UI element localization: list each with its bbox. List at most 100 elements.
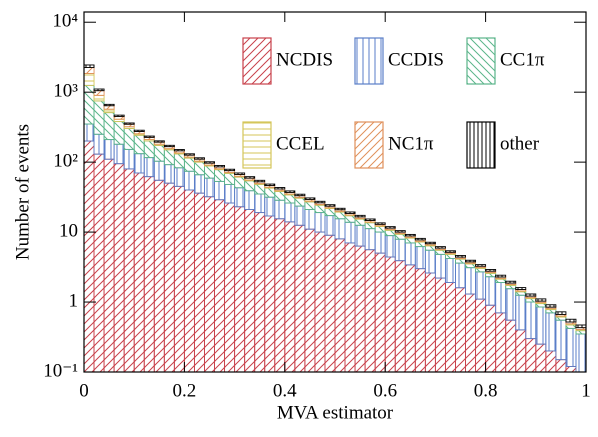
plot-area xyxy=(84,64,586,372)
hist-bar xyxy=(314,200,326,204)
hist-bar xyxy=(384,229,396,237)
x-tick-label: 0.6 xyxy=(373,380,397,401)
hist-bar xyxy=(354,218,366,226)
hist-bar xyxy=(424,272,436,372)
legend-swatch xyxy=(466,121,496,169)
hist-bar xyxy=(113,143,125,165)
x-tick-label: 0.2 xyxy=(173,380,197,401)
hist-bar xyxy=(495,282,507,314)
hist-bar xyxy=(143,140,155,159)
hist-bar xyxy=(334,207,346,211)
hist-bar xyxy=(133,153,145,174)
hist-bar xyxy=(163,149,175,166)
hist-bar xyxy=(103,158,115,372)
hist-bar xyxy=(224,202,236,372)
hist-bar xyxy=(374,252,386,372)
hist-bar xyxy=(434,246,446,249)
hist-bar xyxy=(143,135,155,138)
hist-bar xyxy=(304,209,316,230)
y-tick-label: 10³ xyxy=(53,81,78,102)
hist-bar xyxy=(324,215,336,236)
hist-bar xyxy=(404,264,416,372)
hist-bar xyxy=(545,350,557,372)
hist-bar xyxy=(284,202,296,223)
hist-bar xyxy=(204,161,215,164)
hist-bar xyxy=(244,190,256,210)
hist-bar xyxy=(214,199,226,372)
hist-bar xyxy=(183,153,195,156)
hist-bar xyxy=(354,245,366,372)
hist-bar xyxy=(525,301,537,340)
hist-bar xyxy=(525,298,537,303)
hist-bar xyxy=(485,276,497,306)
hist-bar xyxy=(384,226,396,229)
hist-bar xyxy=(455,258,466,264)
hist-bar xyxy=(133,129,145,132)
hist-bar xyxy=(254,183,266,195)
hist-bar xyxy=(314,204,326,214)
hist-bar xyxy=(284,194,296,204)
hist-bar xyxy=(244,176,256,179)
hist-bar xyxy=(304,228,316,372)
hist-bar xyxy=(535,298,547,302)
hist-bar xyxy=(424,249,436,274)
hist-bar xyxy=(163,164,175,184)
legend-label: CCEL xyxy=(276,133,325,154)
hist-bar xyxy=(234,176,246,189)
hist-bar xyxy=(93,94,105,102)
hist-bar xyxy=(424,245,436,251)
hist-bar xyxy=(565,318,577,323)
hist-bar xyxy=(183,157,195,172)
hist-bar xyxy=(374,226,386,233)
hist-bar xyxy=(304,197,316,200)
legend-swatch xyxy=(354,37,384,85)
hist-bar xyxy=(153,140,165,143)
hist-bar xyxy=(244,180,256,192)
hist-bar xyxy=(344,211,356,214)
hist-bar xyxy=(254,212,266,372)
hist-bar xyxy=(84,123,95,142)
hist-bar xyxy=(414,246,426,270)
hist-bar xyxy=(374,231,386,254)
y-axis-label: Number of events xyxy=(12,124,33,260)
hist-bar xyxy=(344,215,356,223)
hist-bar xyxy=(173,153,185,169)
hist-bar xyxy=(113,163,125,372)
hist-bar xyxy=(274,191,286,201)
hist-bar xyxy=(414,268,426,372)
legend-label: CCDIS xyxy=(388,49,444,70)
hist-bar xyxy=(133,172,145,372)
hist-bar xyxy=(404,242,416,266)
legend-label: NCDIS xyxy=(276,49,333,70)
hist-bar xyxy=(374,222,386,225)
y-tick-label: 10 xyxy=(59,220,78,241)
hist-bar xyxy=(334,211,346,220)
hist-bar xyxy=(183,189,195,372)
hist-bar xyxy=(93,133,105,155)
hist-bar xyxy=(565,324,577,329)
x-tick-label: 0.4 xyxy=(273,380,297,401)
hist-bar xyxy=(475,298,487,372)
hist-bar xyxy=(294,224,306,372)
hist-bar xyxy=(193,174,205,194)
hist-bar xyxy=(113,121,125,145)
hist-bar xyxy=(575,333,586,372)
hist-bar xyxy=(84,67,95,74)
hist-bar xyxy=(193,161,205,176)
hist-bar xyxy=(214,169,226,182)
hist-bar xyxy=(465,293,477,372)
hist-bar xyxy=(495,274,507,278)
hist-bar xyxy=(153,179,165,372)
hist-bar xyxy=(444,282,456,372)
hist-bar xyxy=(93,100,105,135)
hist-bar xyxy=(364,249,376,372)
hist-bar xyxy=(214,180,226,201)
hist-bar xyxy=(434,277,446,372)
y-tick-label: 1 xyxy=(69,290,79,311)
hist-bar xyxy=(555,319,567,361)
hist-bar xyxy=(133,134,145,155)
hist-bar xyxy=(344,221,356,244)
hist-bar xyxy=(545,309,557,314)
hist-bar xyxy=(93,153,105,372)
